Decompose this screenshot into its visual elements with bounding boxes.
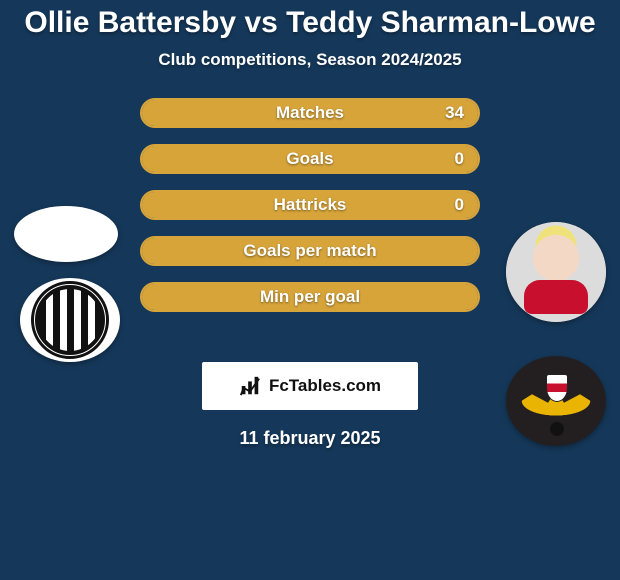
stat-label: Hattricks: [142, 192, 478, 218]
player-head-icon: [506, 222, 606, 322]
brand-strip: FcTables.com: [202, 362, 418, 410]
stat-row: Hattricks0: [140, 190, 480, 220]
stat-bars: Matches34Goals0Hattricks0Goals per match…: [140, 98, 480, 328]
bar-chart-icon: [239, 375, 261, 397]
stat-row: Matches34: [140, 98, 480, 128]
stat-label: Min per goal: [142, 284, 478, 310]
right-player-avatar: [506, 222, 606, 322]
grimsby-crest-icon: [35, 285, 105, 355]
stat-label: Goals: [142, 146, 478, 172]
stat-label: Goals per match: [142, 238, 478, 264]
stat-right-value: 34: [445, 100, 464, 126]
content-area: Matches34Goals0Hattricks0Goals per match…: [0, 98, 620, 348]
comparison-card: Ollie Battersby vs Teddy Sharman-Lowe Cl…: [0, 0, 620, 580]
left-player-avatar: [14, 206, 118, 262]
stat-right-value: 0: [455, 146, 464, 172]
subtitle: Club competitions, Season 2024/2025: [0, 50, 620, 70]
stat-row: Goals0: [140, 144, 480, 174]
stat-label: Matches: [142, 100, 478, 126]
stat-right-value: 0: [455, 192, 464, 218]
left-club-crest: [20, 278, 120, 362]
right-club-crest: [506, 356, 606, 446]
brand-text: FcTables.com: [269, 376, 381, 396]
page-title: Ollie Battersby vs Teddy Sharman-Lowe: [0, 0, 620, 40]
stat-row: Min per goal: [140, 282, 480, 312]
doncaster-crest-icon: [516, 366, 596, 436]
stat-row: Goals per match: [140, 236, 480, 266]
